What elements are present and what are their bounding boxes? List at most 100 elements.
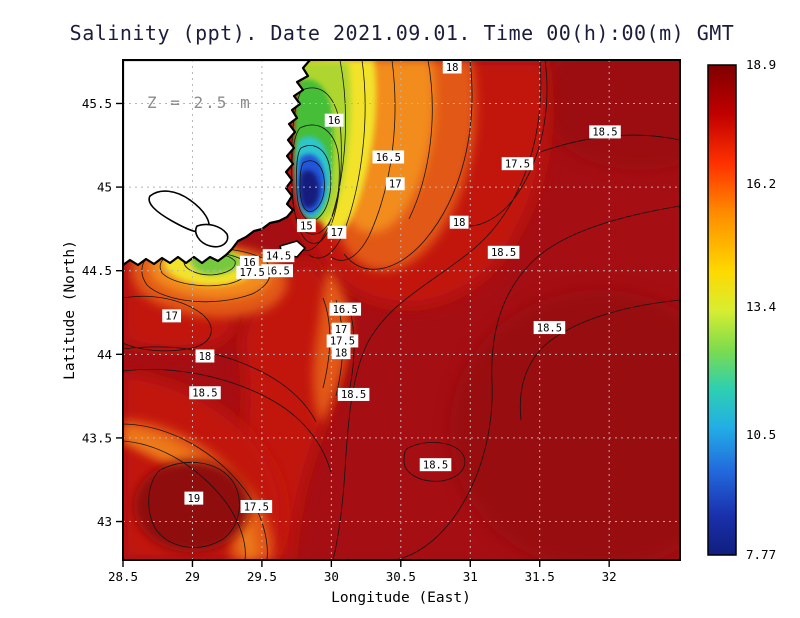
contour-label-text: 17.5 bbox=[330, 336, 355, 348]
contour-label-text: 18 bbox=[446, 62, 459, 74]
y-tick-label: 45.5 bbox=[82, 96, 112, 111]
x-axis: 28.5 29 29.5 30 30.5 31 31.5 32 bbox=[108, 560, 617, 584]
contour-label-text: 17.5 bbox=[240, 267, 265, 279]
y-tick-label: 43 bbox=[97, 514, 112, 529]
contour-label-box bbox=[240, 499, 273, 513]
contour-label-text: 16 bbox=[328, 115, 341, 127]
contour-label-box bbox=[449, 215, 469, 229]
contour-label-box bbox=[533, 321, 566, 335]
x-tick-label: 29 bbox=[185, 569, 200, 584]
contour-line bbox=[123, 295, 212, 352]
contour-label-text: 16.5 bbox=[265, 266, 290, 278]
contour-label-box bbox=[589, 125, 621, 139]
contour-line bbox=[299, 160, 325, 212]
y-tick-label: 43.5 bbox=[82, 430, 112, 445]
y-axis-title: Latitude (North) bbox=[62, 240, 78, 380]
contour-line bbox=[148, 461, 240, 548]
field-region bbox=[540, 60, 680, 170]
contour-label-box bbox=[331, 346, 351, 360]
contour-label-text: 15 bbox=[300, 220, 313, 232]
contour-label-box bbox=[162, 309, 182, 323]
depth-annotation: Z = 2.5 m bbox=[147, 93, 252, 112]
colorbar-tick-label: 7.77 bbox=[746, 547, 776, 562]
contour-line bbox=[330, 60, 396, 261]
x-tick-label: 31.5 bbox=[525, 569, 555, 584]
contour-label-box bbox=[240, 255, 259, 269]
contour-label-box bbox=[324, 113, 344, 127]
contour-label-text: 17.5 bbox=[244, 501, 269, 513]
contour-label-box bbox=[184, 491, 204, 505]
contour-label-box bbox=[262, 249, 295, 263]
field-region bbox=[300, 170, 320, 208]
colorbar-tick-label: 10.5 bbox=[746, 427, 776, 442]
colorbar-tick-label: 18.9 bbox=[746, 57, 776, 72]
contour-line bbox=[296, 145, 332, 221]
contour-label-box bbox=[327, 225, 347, 239]
x-tick-label: 32 bbox=[602, 569, 617, 584]
contour-label-text: 18.5 bbox=[592, 127, 617, 139]
contour-label-text: 18.5 bbox=[192, 388, 217, 400]
contour-label-text: 18 bbox=[453, 217, 466, 229]
y-tick-label: 44 bbox=[97, 347, 112, 362]
contour-line bbox=[297, 60, 346, 252]
y-axis: 45.5 45 44.5 44 43.5 43 bbox=[82, 96, 123, 529]
contour-label-box bbox=[487, 245, 520, 259]
contour-line bbox=[123, 423, 268, 560]
contour-line bbox=[519, 299, 680, 421]
contour-label-box bbox=[419, 458, 452, 472]
contour-line bbox=[343, 60, 473, 270]
contour-label-text: 18 bbox=[335, 347, 348, 359]
contour-label-text: 16.5 bbox=[333, 304, 358, 316]
x-tick-label: 28.5 bbox=[108, 569, 138, 584]
contour-label-text: 17 bbox=[331, 227, 344, 239]
plot-title: Salinity (ppt). Date 2021.09.01. Time 00… bbox=[70, 21, 735, 45]
contour-label-box bbox=[195, 349, 215, 363]
map-area bbox=[123, 60, 680, 560]
x-tick-label: 30.5 bbox=[386, 569, 416, 584]
contour-label-box bbox=[236, 265, 268, 279]
contour-line bbox=[332, 60, 542, 560]
contour-label-box bbox=[385, 177, 405, 191]
colorbar-tick-label: 16.2 bbox=[746, 176, 776, 191]
contour-label-text: 18 bbox=[199, 351, 212, 363]
contour-label-box bbox=[442, 60, 462, 74]
contour-label-text: 18.5 bbox=[423, 459, 448, 471]
field-region bbox=[450, 290, 680, 560]
contour-label-text: 18.5 bbox=[537, 322, 562, 334]
contour-value-labels: 181618.516.517.51718151718.514.51616.517… bbox=[162, 60, 621, 513]
contour-line bbox=[291, 124, 340, 235]
contour-label-text: 17 bbox=[165, 311, 178, 323]
contour-label-box bbox=[189, 386, 221, 400]
colorbar-tick-label: 13.4 bbox=[746, 299, 776, 314]
contour-label-box bbox=[331, 322, 351, 336]
contour-line bbox=[123, 369, 332, 473]
colorbar: 18.9 16.2 13.4 10.5 7.77 bbox=[707, 57, 776, 562]
contour-label-text: 16.5 bbox=[376, 152, 401, 164]
contour-label-text: 14.5 bbox=[266, 250, 291, 262]
x-axis-title: Longitude (East) bbox=[331, 590, 471, 606]
contour-line bbox=[123, 440, 246, 560]
contour-line bbox=[408, 60, 433, 220]
y-tick-label: 44.5 bbox=[82, 263, 112, 278]
x-tick-label: 29.5 bbox=[247, 569, 277, 584]
contour-label-box bbox=[326, 334, 359, 348]
contour-line bbox=[308, 60, 366, 259]
contour-line bbox=[403, 442, 466, 482]
contour-label-box bbox=[296, 219, 316, 233]
contour-line bbox=[395, 205, 680, 560]
contour-label-text: 17 bbox=[389, 179, 402, 191]
contour-line bbox=[123, 346, 317, 423]
contour-label-box bbox=[329, 302, 362, 316]
contour-label-text: 18.5 bbox=[341, 389, 366, 401]
contour-label-text: 19 bbox=[188, 493, 201, 505]
y-tick-label: 45 bbox=[97, 180, 112, 195]
colorbar-gradient bbox=[707, 64, 737, 556]
contour-label-text: 17 bbox=[335, 324, 348, 336]
x-tick-label: 30 bbox=[324, 569, 339, 584]
contour-label-box bbox=[337, 387, 370, 401]
colorbar-labels: 18.9 16.2 13.4 10.5 7.77 bbox=[746, 57, 776, 562]
lagoon-lake bbox=[194, 223, 229, 248]
contour-label-text: 17.5 bbox=[505, 158, 530, 170]
